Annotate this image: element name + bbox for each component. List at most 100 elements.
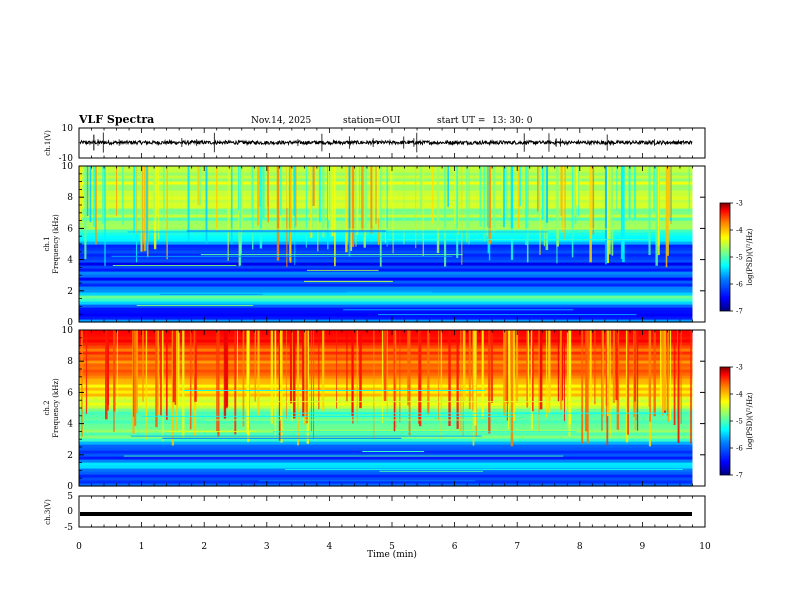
spec2-streak [247,330,250,442]
spec1-streak [140,166,142,252]
spec2-band [79,459,693,463]
spec2-streak [532,330,534,412]
spec1-streak [443,166,447,267]
spec1-streak [670,166,672,221]
spec2-band [79,405,693,409]
ch3-ytick-top: 5 [67,492,73,502]
spec1-streak [279,166,282,216]
spec1-streak [517,166,520,230]
spec2-streak [386,330,388,418]
spec2-streak [157,330,159,415]
spec2-band [79,483,693,487]
spec1-streak [363,166,366,248]
spec1-streak [492,166,496,233]
time-tick-label: 6 [452,542,458,552]
spec2-streak [116,330,118,414]
spec2-streak [162,330,164,442]
spec2-streak [549,330,551,402]
spec1-streak [502,166,506,228]
spec1-streak [422,166,424,257]
spec1-streak [362,166,365,238]
spec2-streak [666,330,669,416]
spec2-streak [278,330,281,441]
spec1-streak [106,166,109,214]
ch2-spectrogram-yticks: 0 2 4 6 8 10 [62,326,705,492]
spec2-band [79,423,693,427]
spec1-streak [620,166,623,260]
spec2-band [79,471,693,475]
spec2-streak [589,330,592,403]
spec1-streak [238,166,240,267]
spec2-streak [669,330,672,421]
time-tick-label: 9 [640,542,646,552]
spec1-ytick-label: 6 [67,224,73,234]
time-tick-label: 7 [514,542,520,552]
spec1-streak [622,166,625,263]
time-tick-label: 8 [577,542,583,552]
ch2-spectrogram-panel: 0 2 4 6 8 10 ch.2 Frequency (kHz) [43,326,706,492]
ch1-spectrogram-ylabel-frequency: Frequency (kHz) [52,214,60,274]
ch3-ytick-bottom: -5 [64,523,73,533]
ch1-colorbar: -3 -4 -5 -6 -7 log(PSD)(V²/Hz) [719,200,754,316]
ch2-spectrogram-ylabel-frequency: Frequency (kHz) [52,378,60,438]
spec1-streak [327,166,329,250]
spec1-streak [522,166,525,215]
spec1-band [79,277,693,281]
spec1-streak [633,166,637,219]
ch2-colorbar-gradient [719,366,731,476]
spec2-streak [610,330,612,438]
spec2-streak [257,330,260,416]
spec1-streak [89,166,92,223]
ch1-waveform-panel: 10 -10 ch.1(V) [44,124,706,164]
spec1-streak [606,166,610,264]
time-tick-label: 2 [201,542,207,552]
spec1-band [79,265,693,269]
spec1-ytick-label: 4 [67,256,73,266]
spec1-streak [372,166,375,227]
spec1-streak [447,166,450,208]
time-tick-label: 3 [264,542,270,552]
ch1-spectrogram-panel: 0 2 4 6 8 10 ch.1 Frequency (kHz) [43,162,706,328]
spec1-streak [571,166,574,258]
spec2-streak [649,330,651,422]
time-tick-label: 0 [76,542,82,552]
header-start-time: 13: 30: 0 [492,116,533,126]
spec1-streak [231,166,233,245]
spec2-streak [81,330,83,437]
ch1-waveform-ylabel: ch.1(V) [44,130,52,156]
spec1-band [79,301,693,305]
spec1-streak [461,166,463,265]
spec2-streak [627,330,629,435]
spec1-streak [483,166,486,242]
spec1-streak [187,166,190,242]
spec2-streak [566,330,569,427]
spec1-streak [454,166,456,225]
spec2-streak [456,330,459,429]
spec1-band [79,256,693,260]
spec2-streak [677,330,680,444]
spec1-band [79,316,693,320]
spec2-streak [174,330,177,405]
spec2-streak [302,330,305,418]
spec1-streak [384,166,386,243]
spec2-streak [381,330,384,424]
spec1-ytick-label: 0 [67,318,73,328]
spec2-band [79,441,693,445]
spec2-streak [462,330,466,403]
spec1-streak [238,166,239,210]
ch1-spectrogram-streaks [79,166,690,268]
spec1-streak [86,166,89,217]
spec2-streak [142,330,144,402]
spec2-ytick-label: 8 [67,357,73,367]
spec2-streak [285,330,287,419]
spec1-streak [133,166,136,234]
spec1-streak [198,166,201,206]
spec1-streak [228,166,230,220]
spec2-streak [563,330,565,422]
spec2-streak [506,330,509,404]
spec1-streak [486,166,489,227]
spec2-streak [304,330,306,425]
spec1-streak [392,166,394,254]
spec2-streak [474,330,477,426]
spec1-streak [334,166,336,267]
